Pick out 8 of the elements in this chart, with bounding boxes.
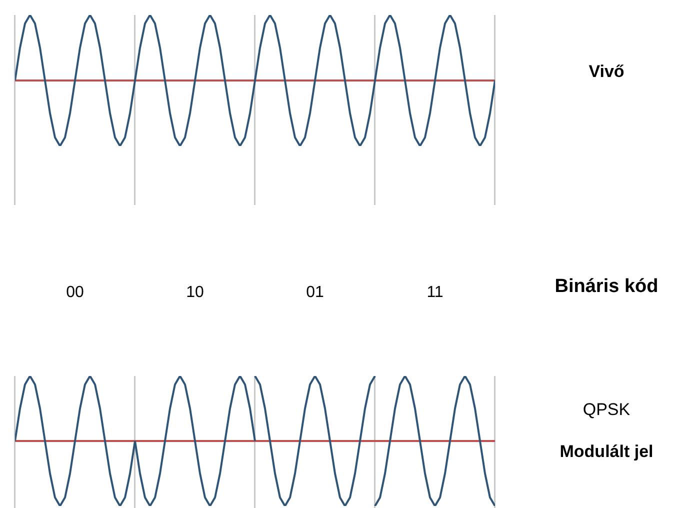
category-label: 01 [305, 284, 325, 302]
category-label: 11 [426, 284, 444, 302]
text: Vivő [588, 62, 626, 82]
text: Modulált jel [558, 442, 654, 462]
text: Bináris kód [554, 276, 660, 298]
category-label: 10 [185, 284, 205, 302]
category-label: 00 [65, 284, 85, 302]
text: QPSK [582, 400, 632, 420]
